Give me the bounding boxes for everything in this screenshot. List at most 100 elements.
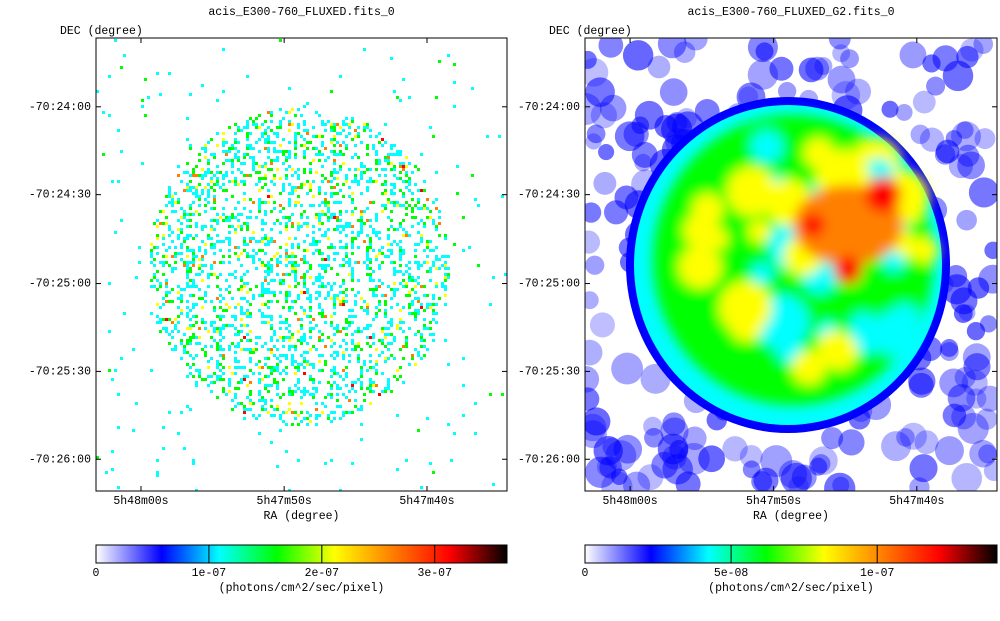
- image-blob: [622, 40, 654, 71]
- image-pixel: [336, 216, 339, 219]
- image-blob: [963, 353, 991, 381]
- image-pixel: [333, 246, 336, 249]
- image-pixel: [177, 330, 180, 333]
- image-pixel: [255, 123, 258, 126]
- image-pixel: [252, 414, 255, 417]
- image-pixel: [423, 318, 426, 321]
- image-pixel: [270, 405, 273, 408]
- image-pixel: [357, 291, 360, 294]
- image-pixel: [432, 297, 435, 300]
- image-pixel: [375, 372, 378, 375]
- image-pixel: [162, 447, 165, 450]
- image-pixel: [153, 258, 156, 261]
- image-pixel: [174, 348, 177, 351]
- image-pixel: [390, 297, 393, 300]
- image-pixel: [324, 258, 327, 261]
- image-pixel: [318, 330, 321, 333]
- image-pixel: [297, 378, 300, 381]
- image-pixel: [297, 123, 300, 126]
- image-pixel: [195, 165, 198, 168]
- image-pixel: [330, 375, 333, 378]
- image-pixel: [243, 405, 246, 408]
- image-pixel: [228, 225, 231, 228]
- image-pixel: [348, 168, 351, 171]
- image-pixel: [438, 60, 441, 63]
- image-pixel: [210, 357, 213, 360]
- y-tick-label: -70:25:30: [518, 365, 580, 378]
- image-pixel: [321, 135, 324, 138]
- image-pixel: [264, 141, 267, 144]
- image-pixel: [357, 360, 360, 363]
- image-pixel: [270, 141, 273, 144]
- image-pixel: [444, 261, 447, 264]
- image-pixel: [372, 270, 375, 273]
- image-pixel: [360, 141, 363, 144]
- image-pixel: [300, 342, 303, 345]
- image-pixel: [162, 222, 165, 225]
- image-pixel: [402, 381, 405, 384]
- image-pixel: [183, 171, 186, 174]
- image-pixel: [324, 123, 327, 126]
- image-pixel: [186, 225, 189, 228]
- image-pixel: [279, 150, 282, 153]
- image-pixel: [210, 345, 213, 348]
- image-pixel: [444, 273, 447, 276]
- image-pixel: [390, 252, 393, 255]
- image-pixel: [264, 162, 267, 165]
- image-pixel: [210, 300, 213, 303]
- image-pixel: [381, 342, 384, 345]
- image-pixel: [498, 135, 501, 138]
- image-pixel: [285, 336, 288, 339]
- image-pixel: [213, 198, 216, 201]
- image-pixel: [417, 168, 420, 171]
- image-pixel: [333, 333, 336, 336]
- image-pixel: [258, 204, 261, 207]
- image-blob: [821, 427, 844, 450]
- image-pixel: [216, 177, 219, 180]
- image-pixel: [342, 369, 345, 372]
- image-pixel: [327, 246, 330, 249]
- image-pixel: [288, 309, 291, 312]
- image-pixel: [309, 243, 312, 246]
- image-pixel: [177, 306, 180, 309]
- image-pixel: [195, 285, 198, 288]
- image-pixel: [234, 228, 237, 231]
- image-pixel: [381, 330, 384, 333]
- image-pixel: [186, 282, 189, 285]
- image-pixel: [369, 129, 372, 132]
- image-pixel: [243, 237, 246, 240]
- image-pixel: [219, 294, 222, 297]
- image-blob: [974, 128, 996, 150]
- image-pixel: [387, 387, 390, 390]
- image-pixel: [201, 177, 204, 180]
- image-pixel: [342, 246, 345, 249]
- image-pixel: [174, 261, 177, 264]
- image-pixel: [354, 405, 357, 408]
- image-pixel: [246, 348, 249, 351]
- image-pixel: [300, 276, 303, 279]
- image-pixel: [333, 138, 336, 141]
- image-pixel: [282, 378, 285, 381]
- image-pixel: [381, 351, 384, 354]
- image-pixel: [336, 225, 339, 228]
- image-pixel: [330, 180, 333, 183]
- image-pixel: [336, 219, 339, 222]
- image-pixel: [300, 411, 303, 414]
- image-pixel: [156, 303, 159, 306]
- image-pixel: [357, 345, 360, 348]
- image-pixel: [162, 255, 165, 258]
- image-pixel: [297, 387, 300, 390]
- image-pixel: [321, 282, 324, 285]
- image-pixel: [213, 252, 216, 255]
- image-pixel: [324, 147, 327, 150]
- image-pixel: [264, 408, 267, 411]
- image-pixel: [213, 189, 216, 192]
- image-pixel: [351, 270, 354, 273]
- image-pixel: [153, 285, 156, 288]
- image-pixel: [261, 201, 264, 204]
- image-pixel: [195, 336, 198, 339]
- image-pixel: [294, 411, 297, 414]
- image-pixel: [288, 165, 291, 168]
- image-pixel: [228, 237, 231, 240]
- image-pixel: [429, 279, 432, 282]
